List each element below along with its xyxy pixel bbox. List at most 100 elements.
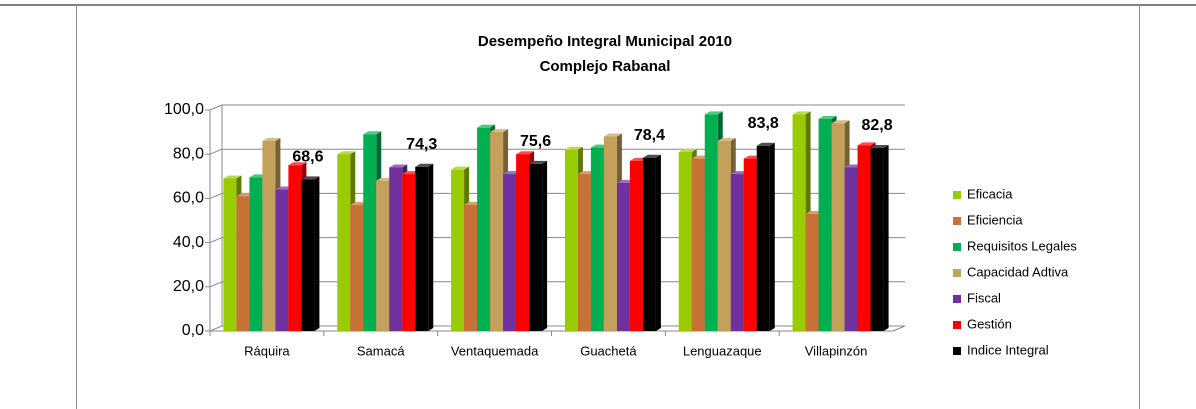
data-label: 74,3 (406, 136, 437, 153)
bar (376, 180, 390, 331)
bar (402, 174, 416, 331)
bar-side (655, 154, 661, 331)
grid-diagonal (209, 325, 223, 332)
y-tick-label: 0,0 (182, 322, 204, 339)
bar (503, 174, 517, 331)
bar-top (870, 145, 889, 149)
data-label: 82,8 (862, 117, 893, 134)
bar-top (288, 162, 307, 166)
bar-top (363, 131, 382, 135)
bar (337, 154, 351, 331)
floor-edge (892, 325, 906, 332)
bar-top (704, 111, 723, 115)
bar (288, 165, 302, 331)
bar-top (792, 111, 811, 115)
legend-swatch (953, 217, 961, 225)
bar (642, 157, 656, 331)
legend-swatch (953, 191, 961, 199)
bar (743, 158, 757, 331)
bar-side (883, 145, 889, 331)
bar (577, 174, 591, 331)
bar-top (490, 129, 509, 133)
legend-label: Capacidad Adtiva (967, 264, 1069, 279)
bar (451, 169, 465, 331)
bar (844, 167, 858, 331)
bar (301, 179, 315, 331)
data-label: 78,4 (634, 127, 665, 144)
chart-title: Desempeño Integral Municipal 2010 (478, 33, 732, 50)
bar (564, 149, 578, 331)
bar (236, 196, 250, 331)
grid-diagonal (209, 104, 223, 111)
bar-top (451, 166, 470, 170)
legend-label: Eficacia (967, 186, 1013, 201)
bar-top (818, 115, 837, 119)
bar (756, 145, 770, 331)
data-label: 68,6 (292, 149, 323, 166)
bar-top (415, 163, 434, 167)
grid-diagonal (209, 281, 223, 288)
legend-label: Requisitos Legales (967, 238, 1077, 253)
bar (678, 151, 692, 331)
bar-top (223, 175, 242, 179)
bar (691, 158, 705, 331)
bar (262, 140, 276, 331)
chart-subtitle: Complejo Rabanal (540, 58, 671, 75)
legend-swatch (953, 269, 961, 277)
bar (717, 140, 731, 331)
bar-side (314, 176, 320, 331)
x-tick-label: Lenguazaque (683, 343, 762, 358)
x-tick-label: Ventaquemada (451, 343, 539, 358)
bar-side (542, 160, 548, 331)
bar-top (831, 120, 850, 124)
bar-top (477, 124, 496, 128)
grid-diagonal (209, 192, 223, 199)
bar-top (678, 148, 697, 152)
y-tick-label: 20,0 (173, 278, 204, 295)
grid-diagonal (209, 148, 223, 155)
x-tick-label: Samacá (357, 343, 405, 358)
bar (363, 134, 377, 331)
bar (870, 148, 884, 331)
bar-top (857, 142, 876, 146)
bar (857, 145, 871, 331)
bar (805, 213, 819, 331)
y-tick-label: 80,0 (173, 145, 204, 162)
grid-diagonal (209, 237, 223, 244)
legend-label: Fiscal (967, 290, 1001, 305)
bar-side (769, 142, 775, 331)
y-tick-label: 60,0 (173, 190, 204, 207)
x-tick-label: Guachetá (580, 343, 637, 358)
bar (275, 189, 289, 331)
bar (223, 178, 237, 331)
bar (249, 177, 263, 331)
bar (704, 114, 718, 331)
bar-top (642, 154, 661, 158)
bar (831, 123, 845, 331)
bar-top (389, 164, 408, 168)
bar (792, 114, 806, 331)
bar-top (603, 133, 622, 137)
bar (464, 205, 478, 331)
data-label: 83,8 (748, 115, 779, 132)
legend-label: Indice Integral (967, 342, 1049, 357)
bar (389, 167, 403, 331)
legend-swatch (953, 243, 961, 251)
y-tick-label: 100,0 (164, 101, 204, 118)
bar-top (301, 176, 320, 180)
bar (616, 182, 630, 331)
chart-border (76, 5, 1140, 409)
bar (590, 147, 604, 331)
x-tick-label: Ráquira (244, 343, 290, 358)
legend-label: Eficiencia (967, 212, 1023, 227)
x-tick-label: Villapinzón (805, 343, 868, 358)
legend-swatch (953, 347, 961, 355)
bar (529, 163, 543, 331)
bar-top (529, 160, 548, 164)
bar-top (756, 142, 775, 146)
bar (477, 127, 491, 332)
bar (350, 205, 364, 331)
legend-swatch (953, 295, 961, 303)
bar-top (516, 151, 535, 155)
